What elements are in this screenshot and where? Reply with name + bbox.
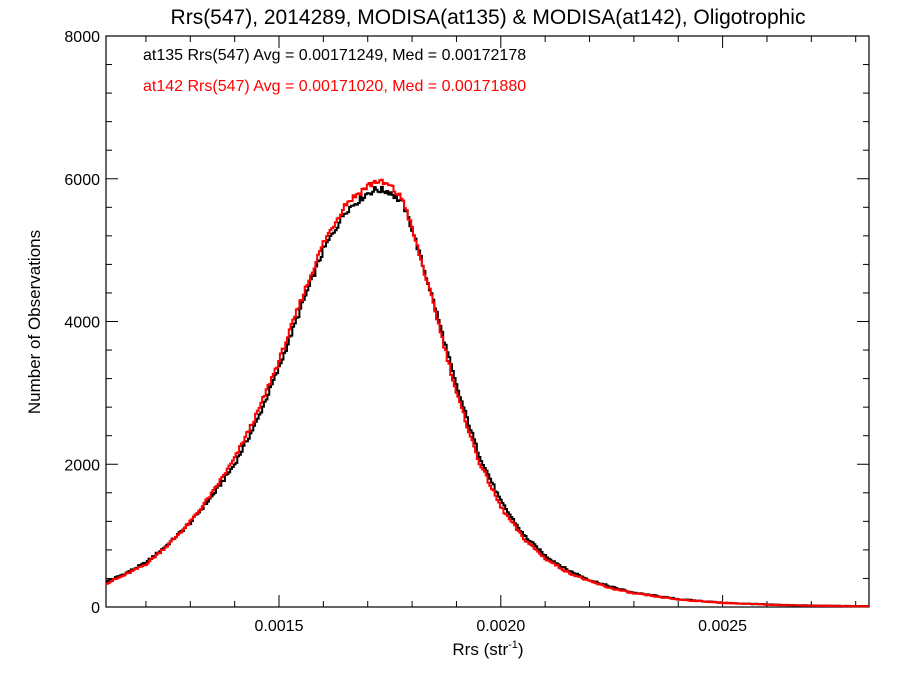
series-layer xyxy=(106,178,869,608)
y-tick-label: 8000 xyxy=(64,29,100,46)
x-tick-label: 0.0020 xyxy=(476,618,525,635)
y-axis-ticks: 0 2000 4000 6000 8000 xyxy=(64,29,869,617)
chart-title: Rrs(547), 2014289, MODISA(at135) & MODIS… xyxy=(171,6,806,29)
annotation-at142: at142 Rrs(547) Avg = 0.00171020, Med = 0… xyxy=(143,78,526,95)
series-line-0 xyxy=(106,185,869,608)
x-axis-ticks: 0.0015 0.0020 0.0025 xyxy=(145,36,857,635)
plot-border xyxy=(105,35,870,608)
series-line-1 xyxy=(106,178,869,608)
y-tick-label: 0 xyxy=(91,600,100,617)
x-axis-label-sup: -1 xyxy=(508,639,518,651)
y-tick-label: 6000 xyxy=(64,172,100,189)
x-axis-label: Rrs (str-1) xyxy=(452,639,523,659)
x-tick-label: 0.0025 xyxy=(698,618,747,635)
x-axis-label-close: ) xyxy=(518,640,524,659)
annotation-at135: at135 Rrs(547) Avg = 0.00171249, Med = 0… xyxy=(143,47,526,64)
plot-frame xyxy=(105,35,870,608)
y-axis-label: Number of Observations xyxy=(25,230,44,414)
x-axis-label-main: Rrs (str xyxy=(452,640,508,659)
y-tick-label: 2000 xyxy=(64,457,100,474)
y-tick-label: 4000 xyxy=(64,315,100,332)
x-tick-label: 0.0015 xyxy=(255,618,304,635)
